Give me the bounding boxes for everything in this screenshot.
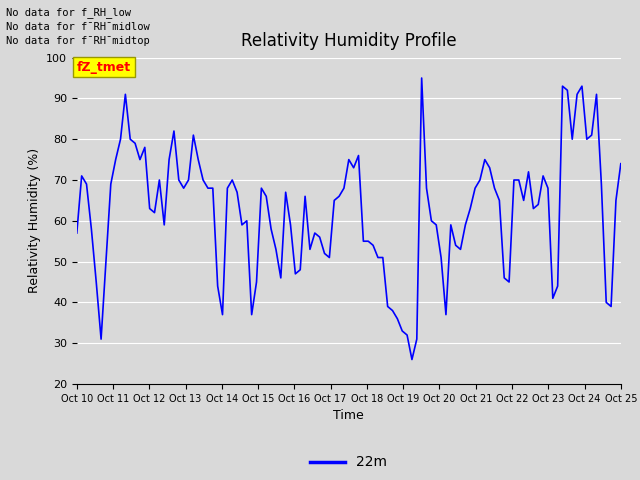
Legend: 22m: 22m [305, 450, 393, 475]
Text: No data for f¯RH¯midlow: No data for f¯RH¯midlow [6, 22, 150, 32]
Text: fZ_tmet: fZ_tmet [77, 60, 131, 73]
Text: No data for f_RH_low: No data for f_RH_low [6, 7, 131, 18]
Text: No data for f¯RH¯midtop: No data for f¯RH¯midtop [6, 36, 150, 46]
Y-axis label: Relativity Humidity (%): Relativity Humidity (%) [28, 148, 40, 293]
Title: Relativity Humidity Profile: Relativity Humidity Profile [241, 33, 456, 50]
X-axis label: Time: Time [333, 409, 364, 422]
